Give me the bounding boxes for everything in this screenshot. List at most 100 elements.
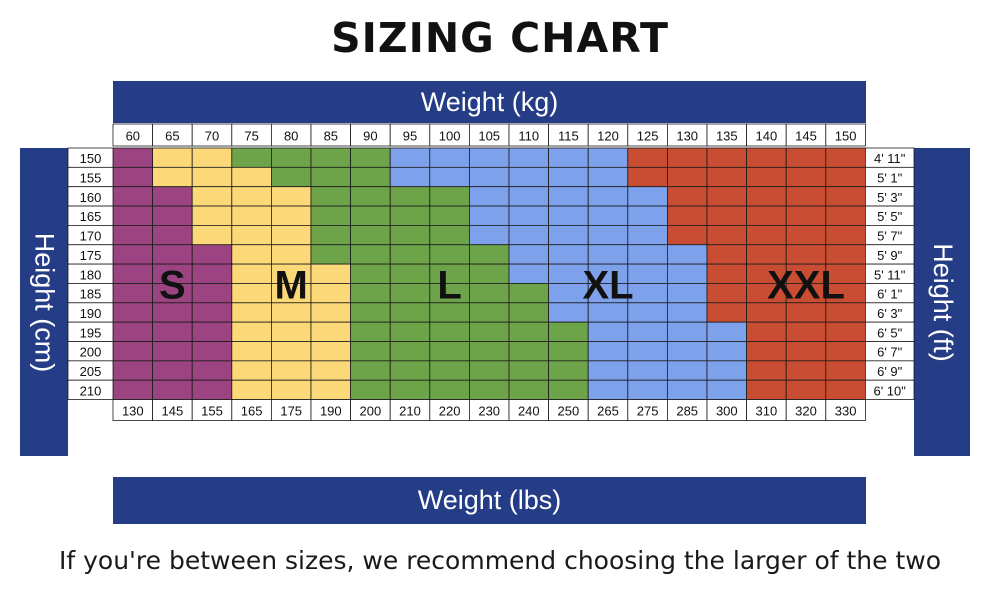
grid-cell — [429, 379, 470, 400]
grid-cell — [191, 147, 233, 168]
grid-cell — [350, 379, 391, 400]
grid-cell — [191, 263, 233, 284]
grid-cell — [508, 166, 549, 188]
grid-cell — [270, 147, 312, 168]
cm-tick-label: 205 — [80, 364, 102, 379]
grid-cell — [152, 341, 193, 362]
grid-cell — [270, 321, 312, 342]
grid-cell — [627, 205, 668, 226]
grid-cell — [785, 379, 827, 400]
grid-cell — [468, 263, 510, 284]
grid-cell — [350, 302, 391, 323]
kg-tick-label: 130 — [676, 129, 698, 144]
grid-cell — [587, 186, 629, 207]
grid-cell — [785, 341, 827, 362]
grid-cell — [746, 321, 787, 342]
grid-cell — [785, 321, 827, 342]
grid-cell — [468, 379, 510, 400]
grid-cell — [627, 360, 668, 381]
grid-cell — [508, 224, 549, 246]
size-label-m: M — [275, 263, 308, 307]
grid-cell — [706, 263, 747, 284]
kg-tick-label: 150 — [835, 129, 857, 144]
grid-cell — [548, 205, 589, 226]
grid-cell — [785, 166, 827, 188]
grid-cell — [746, 205, 787, 226]
grid-cell — [270, 379, 312, 400]
grid-cell — [706, 379, 747, 400]
grid-cell — [508, 341, 549, 362]
grid-cell — [548, 360, 589, 381]
grid-cell — [112, 302, 153, 323]
grid-cell — [667, 263, 708, 284]
grid-cell — [112, 186, 153, 207]
grid-cell — [746, 379, 787, 400]
lbs-tick-label: 155 — [201, 404, 223, 419]
lbs-tick-label: 265 — [597, 404, 619, 419]
grid-cell — [706, 205, 747, 226]
kg-tick-label: 95 — [403, 129, 417, 144]
grid-cell — [548, 186, 589, 207]
grid-cell — [746, 224, 787, 246]
grid-cell — [667, 205, 708, 226]
grid-cell — [350, 360, 391, 381]
grid-cell — [112, 224, 153, 246]
grid-cell — [587, 205, 629, 226]
grid-cell — [508, 379, 549, 400]
grid-cell — [746, 244, 787, 265]
grid-cell — [270, 205, 312, 226]
grid-cell — [389, 379, 431, 400]
grid-cell — [785, 186, 827, 207]
grid-cell — [112, 205, 153, 226]
grid-cell — [231, 302, 272, 323]
grid-cell — [350, 283, 391, 304]
ft-tick-label: 6' 9" — [877, 364, 903, 379]
grid-cell — [191, 302, 233, 323]
grid-cell — [152, 147, 193, 168]
grid-cell — [310, 360, 351, 381]
grid-cell — [508, 302, 549, 323]
grid-cell — [389, 321, 431, 342]
kg-tick-label: 85 — [324, 129, 338, 144]
grid-cell — [231, 360, 272, 381]
grid-cell — [825, 186, 866, 207]
grid-cell — [627, 263, 668, 284]
grid-cell — [429, 205, 470, 226]
grid-cell — [429, 341, 470, 362]
grid-cell — [231, 321, 272, 342]
grid-cell — [152, 244, 193, 265]
grid-cell — [468, 302, 510, 323]
footnote: If you're between sizes, we recommend ch… — [58, 546, 942, 575]
grid-cell — [706, 321, 747, 342]
grid-cell — [389, 166, 431, 188]
grid-cell — [548, 244, 589, 265]
grid-cell — [667, 147, 708, 168]
grid-cell — [825, 321, 866, 342]
grid-cell — [389, 360, 431, 381]
grid-cell — [270, 244, 312, 265]
grid-cell — [468, 321, 510, 342]
grid-cell — [191, 341, 233, 362]
grid-cell — [389, 341, 431, 362]
ft-tick-label: 5' 9" — [877, 248, 903, 263]
grid-cell — [191, 166, 233, 188]
grid-cell — [627, 341, 668, 362]
cm-tick-label: 210 — [80, 383, 102, 398]
grid-cell — [389, 244, 431, 265]
grid-cell — [350, 224, 391, 246]
grid-cell — [785, 147, 827, 168]
lbs-tick-label: 220 — [439, 404, 461, 419]
grid-cell — [825, 244, 866, 265]
size-label-l: L — [437, 263, 461, 307]
height-cm-side: Height (cm) — [20, 148, 68, 456]
grid-cell — [191, 205, 233, 226]
grid-cell — [627, 224, 668, 246]
grid-cell — [152, 360, 193, 381]
grid-cell — [191, 224, 233, 246]
grid-cell — [508, 147, 549, 168]
grid-cell — [746, 341, 787, 362]
grid-cell — [112, 263, 153, 284]
height-ft-side: Height (ft) — [914, 148, 970, 456]
grid-cell — [508, 283, 549, 304]
grid-cell — [389, 224, 431, 246]
